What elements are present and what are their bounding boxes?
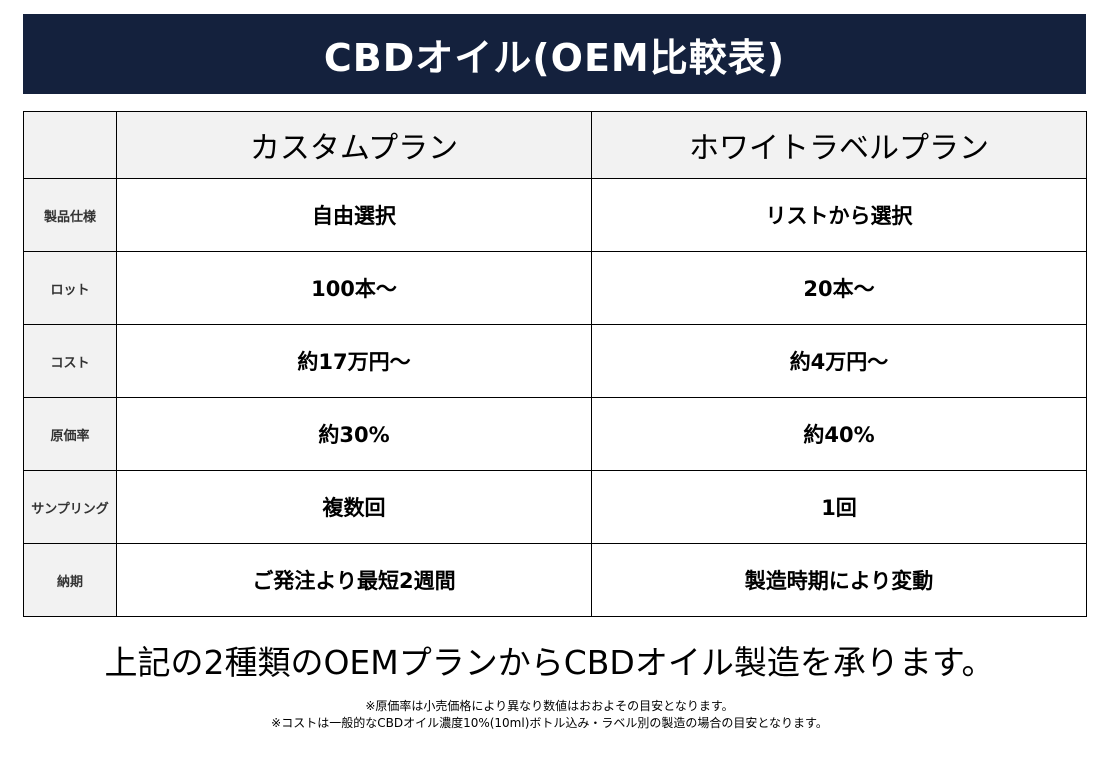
custom-plan-cell: 複数回 xyxy=(116,470,592,544)
table-row: 原価率 約30% 約40% xyxy=(23,397,1087,471)
corner-cell xyxy=(23,111,117,179)
custom-plan-cell: 約30% xyxy=(116,397,592,471)
row-label: コスト xyxy=(23,324,117,398)
page-title: CBDオイル(OEM比較表) xyxy=(323,35,786,80)
custom-plan-cell: 自由選択 xyxy=(116,178,592,252)
header-custom-plan: カスタムプラン xyxy=(116,111,592,179)
table-header-row: カスタムプラン ホワイトラベルプラン xyxy=(23,111,1087,179)
white-label-cell: 約40% xyxy=(591,397,1087,471)
white-label-cell: 約4万円〜 xyxy=(591,324,1087,398)
footer-summary: 上記の2種類のOEMプランからCBDオイル製造を承ります。 xyxy=(104,643,995,682)
white-label-cell: 製造時期により変動 xyxy=(591,543,1087,617)
table-row: ロット 100本〜 20本〜 xyxy=(23,251,1087,325)
row-label: 原価率 xyxy=(23,397,117,471)
table-row: コスト 約17万円〜 約4万円〜 xyxy=(23,324,1087,398)
table-row: 製品仕様 自由選択 リストから選択 xyxy=(23,178,1087,252)
custom-plan-cell: ご発注より最短2週間 xyxy=(116,543,592,617)
white-label-cell: リストから選択 xyxy=(591,178,1087,252)
footnote-cost-ratio: ※原価率は小売価格により異なり数値はおおよその目安となります。 xyxy=(365,699,734,713)
row-label: 製品仕様 xyxy=(23,178,117,252)
custom-plan-cell: 約17万円〜 xyxy=(116,324,592,398)
white-label-cell: 20本〜 xyxy=(591,251,1087,325)
table-row: サンプリング 複数回 1回 xyxy=(23,470,1087,544)
row-label: 納期 xyxy=(23,543,117,617)
comparison-table: カスタムプラン ホワイトラベルプラン 製品仕様 自由選択 リストから選択 ロット… xyxy=(23,111,1087,617)
title-banner: CBDオイル(OEM比較表) xyxy=(23,14,1086,94)
header-white-label-plan: ホワイトラベルプラン xyxy=(591,111,1087,179)
white-label-cell: 1回 xyxy=(591,470,1087,544)
table-row: 納期 ご発注より最短2週間 製造時期により変動 xyxy=(23,543,1087,617)
custom-plan-cell: 100本〜 xyxy=(116,251,592,325)
footnotes: ※原価率は小売価格により異なり数値はおおよその目安となります。 ※コストは一般的… xyxy=(0,698,1099,732)
row-label: ロット xyxy=(23,251,117,325)
footnote-cost: ※コストは一般的なCBDオイル濃度10%(10ml)ボトル込み・ラベル別の製造の… xyxy=(271,716,828,730)
row-label: サンプリング xyxy=(23,470,117,544)
